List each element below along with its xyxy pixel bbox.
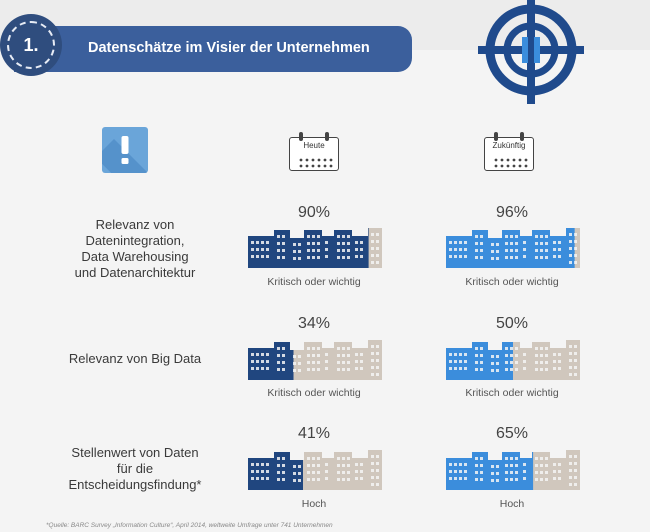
- building-bar-future-row2: [446, 340, 580, 380]
- row-label-line: Stellenwert von Daten: [71, 445, 199, 460]
- building-filled-portion: [248, 228, 369, 268]
- row-label-line: Entscheidungsfindung*: [68, 477, 202, 492]
- building-bar-future-row1: [446, 228, 580, 268]
- caption-future-row2: Kritisch oder wichtig: [465, 387, 559, 399]
- number-badge: 1.: [2, 16, 60, 74]
- percent-today-row3: 41%: [297, 425, 331, 442]
- percent-today-row2: 34%: [297, 315, 331, 332]
- calendar-icon-today: Heute: [287, 131, 343, 173]
- building-bar-today-row2: [248, 340, 382, 380]
- badge-number: 1.: [7, 21, 55, 69]
- calendar-label-today: Heute: [303, 141, 325, 150]
- page-title: Datenschätze im Visier der Unternehmen: [88, 40, 370, 56]
- exclamation-icon: [102, 127, 148, 173]
- building-filled-portion: [446, 228, 575, 268]
- row-label-data-integration: Relevanz von Datenintegration, Data Ware…: [40, 217, 230, 281]
- building-bar-today-row3: [248, 450, 382, 490]
- row-label-big-data: Relevanz von Big Data: [40, 351, 230, 367]
- percent-future-row2: 50%: [495, 315, 529, 332]
- row-label-line: Relevanz von: [95, 217, 175, 232]
- title-banner: Datenschätze im Visier der Unternehmen: [14, 26, 412, 72]
- row-label-line: Datenintegration,: [85, 233, 185, 248]
- percent-future-row3: 65%: [495, 425, 529, 442]
- caption-future-row3: Hoch: [499, 498, 525, 510]
- building-bar-future-row3: [446, 450, 580, 490]
- row-label-line: und Datenarchitektur: [74, 265, 196, 280]
- caption-today-row1: Kritisch oder wichtig: [267, 276, 361, 288]
- percent-future-row1: 96%: [495, 204, 529, 221]
- building-filled-portion: [248, 342, 294, 380]
- building-bar-today-row1: [248, 228, 382, 268]
- caption-today-row2: Kritisch oder wichtig: [267, 387, 361, 399]
- row-label-decision-making: Stellenwert von Daten für die Entscheidu…: [40, 445, 230, 493]
- building-filled-portion: [446, 342, 513, 380]
- row-label-line: für die: [116, 461, 154, 476]
- caption-today-row3: Hoch: [301, 498, 327, 510]
- calendar-label-future: Zukünftig: [492, 141, 526, 150]
- calendar-icon-future: Zukünftig: [482, 131, 538, 173]
- caption-future-row1: Kritisch oder wichtig: [465, 276, 559, 288]
- row-label-line: Data Warehousing: [81, 249, 189, 264]
- percent-today-row1: 90%: [297, 204, 331, 221]
- row-label-line: Relevanz von Big Data: [68, 351, 202, 366]
- source-footnote: *Quelle: BARC Survey „Information Cultur…: [46, 522, 333, 529]
- crosshair-target-icon: [478, 0, 584, 104]
- building-filled-portion: [248, 452, 303, 490]
- building-filled-portion: [446, 452, 534, 490]
